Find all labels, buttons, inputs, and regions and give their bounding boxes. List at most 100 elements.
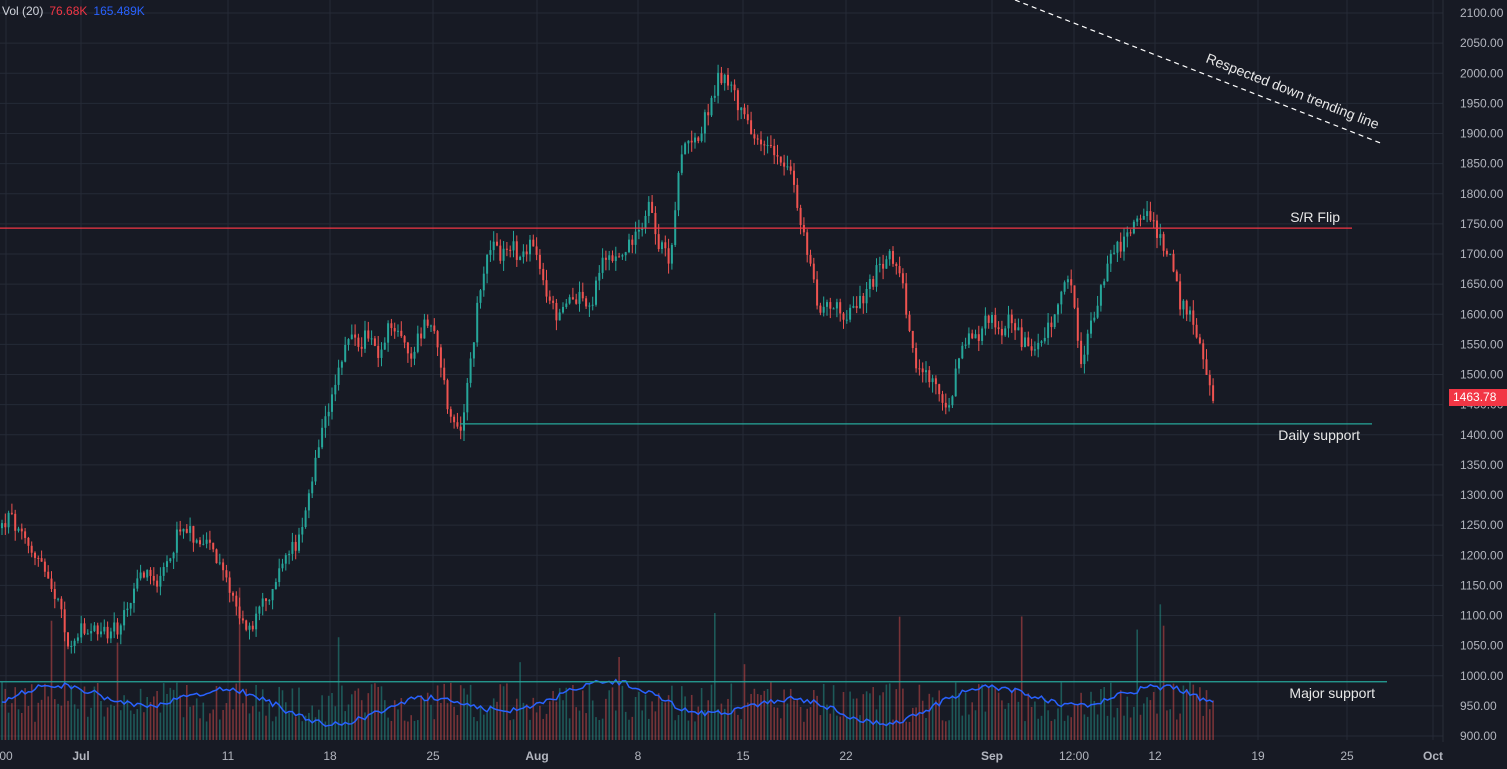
candle-body [631, 239, 634, 245]
volume-bar [443, 683, 445, 740]
volume-bar [17, 709, 20, 740]
y-tick-label: 1350.00 [1460, 458, 1504, 472]
volume-bar [1209, 709, 1211, 740]
candle-body [238, 606, 241, 619]
candle-body [502, 248, 505, 261]
candle-body [63, 609, 66, 633]
candle-body [1119, 241, 1122, 252]
candle-body [344, 344, 347, 362]
volume-bar [337, 637, 340, 740]
volume-bar [842, 691, 845, 740]
volume-bar [489, 705, 492, 740]
candle-body [1205, 359, 1208, 375]
volume-bar [585, 713, 587, 740]
candle-body [1050, 322, 1053, 328]
volume-bar [360, 700, 363, 740]
volume-bar [648, 718, 650, 740]
candle-body [512, 241, 515, 251]
candle-body [954, 368, 957, 397]
candle-body [971, 333, 974, 339]
volume-bar [169, 687, 172, 740]
candle-body [360, 346, 363, 349]
candle-body [1007, 314, 1010, 329]
volume-bar [987, 687, 990, 740]
volume-bar [103, 716, 106, 740]
candle-body [1053, 314, 1056, 328]
volume-bar [1189, 682, 1191, 740]
volume-bar [83, 686, 86, 740]
volume-bar [941, 720, 944, 740]
volume-bar [54, 699, 56, 740]
volume-bar [96, 683, 99, 740]
candle-body [1142, 215, 1145, 220]
candle-body [852, 305, 855, 308]
candle-body [720, 72, 723, 84]
candle-body [743, 107, 746, 115]
candle-body [24, 531, 27, 538]
volume-bar [773, 707, 775, 740]
volume-bar [1060, 682, 1063, 740]
volume-bar [479, 705, 482, 740]
volume-bar [591, 700, 594, 740]
candle-body [1109, 253, 1112, 264]
candle-body [133, 588, 135, 604]
candle-body [680, 154, 683, 173]
volume-bar [205, 721, 208, 740]
candle-body [611, 255, 614, 261]
volume-bar [357, 688, 360, 740]
volume-bar [390, 720, 393, 740]
candle-body [377, 345, 380, 358]
volume-bar [433, 719, 436, 740]
candle-body [1116, 241, 1119, 253]
candle-body [958, 358, 960, 369]
candle-body [397, 330, 399, 332]
candle-body [311, 481, 314, 494]
candle-body [367, 330, 370, 339]
candle-body [769, 145, 772, 147]
candle-body [456, 422, 459, 427]
volume-bar [1004, 708, 1006, 740]
candle-body [162, 566, 165, 576]
volume-bar [1152, 691, 1155, 740]
volume-bar [525, 704, 528, 740]
candle-body [634, 231, 637, 245]
volume-bar [704, 710, 706, 740]
volume-bar [846, 716, 848, 740]
volume-bar [697, 706, 700, 740]
volume-bar [783, 689, 785, 740]
y-tick-label: 1750.00 [1460, 217, 1504, 231]
candle-body [931, 378, 934, 383]
candle-body [1, 523, 3, 529]
candle-body [426, 319, 429, 326]
candle-body [126, 608, 129, 611]
candle-body [248, 625, 251, 630]
candle-body [446, 380, 449, 410]
candle-body [723, 74, 726, 84]
volume-bar [733, 707, 736, 740]
volume-bar [1, 682, 3, 740]
candle-body [274, 582, 277, 590]
volume-bar [803, 721, 805, 740]
volume-bar [255, 684, 257, 740]
candle-body [773, 145, 776, 156]
candle-body [304, 510, 307, 528]
volume-bar [1063, 720, 1066, 740]
annotation-label: S/R Flip [1290, 209, 1340, 225]
candle-body [515, 241, 518, 260]
volume-bar [905, 721, 907, 740]
volume-bar [123, 695, 125, 740]
volume-bar [991, 684, 993, 740]
x-tick-label: 25 [1340, 749, 1354, 763]
volume-bar [1182, 685, 1185, 740]
candle-body [1169, 253, 1172, 255]
volume-bar [423, 700, 426, 740]
volume-bar [737, 714, 739, 740]
volume-bar [572, 684, 574, 740]
candle-body [542, 268, 545, 281]
x-tick-label: 12:00 [1059, 749, 1089, 763]
volume-bar [367, 693, 370, 740]
volume-bar [882, 692, 884, 740]
